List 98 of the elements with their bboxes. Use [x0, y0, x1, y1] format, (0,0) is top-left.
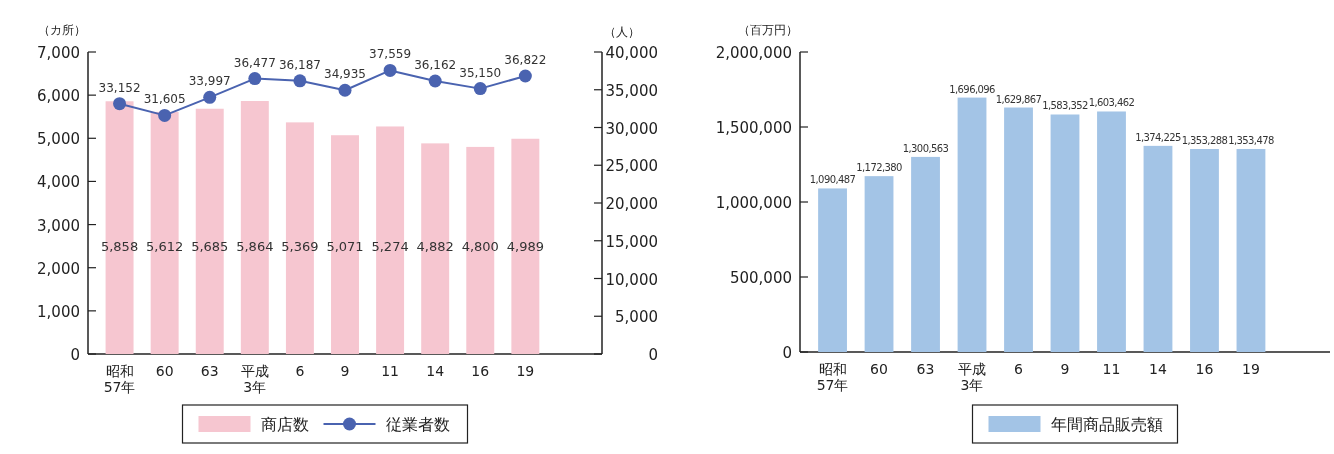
legend-label: 従業者数 — [385, 415, 450, 434]
y2-tick-label: 5,000 — [615, 308, 658, 327]
data-label: 36,162 — [414, 57, 457, 72]
y2-tick-label: 25,000 — [605, 157, 658, 176]
bar — [1050, 114, 1080, 352]
x-tick-label: 11 — [1102, 361, 1121, 377]
bar — [1143, 145, 1173, 352]
y-tick-label: 0 — [70, 346, 80, 364]
y-tick-label: 3,000 — [37, 216, 80, 235]
y2-tick-label: 40,000 — [605, 44, 658, 62]
y2-tick-label: 0 — [648, 346, 658, 364]
data-label: 5,274 — [371, 239, 409, 254]
y2-tick-label: 10,000 — [605, 270, 658, 289]
x-tick-label: 昭和 57年 — [103, 363, 136, 396]
x-tick-label: 16 — [1195, 361, 1214, 377]
legend-label: 年間商品販売額 — [1050, 415, 1163, 434]
bar — [911, 156, 940, 352]
y2-tick-label: 20,000 — [605, 195, 658, 213]
y-tick-label: 1,000,000 — [715, 194, 792, 212]
point — [518, 69, 532, 83]
data-label: 5,369 — [281, 239, 319, 254]
point — [338, 83, 352, 97]
y-tick-label: 0 — [782, 344, 792, 362]
y-tick-label: 5,000 — [37, 130, 80, 149]
bar — [1097, 111, 1126, 352]
data-label: 1,353,288 — [1181, 135, 1228, 147]
data-label: 36,822 — [504, 52, 547, 67]
data-label: 33,997 — [188, 74, 231, 89]
x-tick-label: 昭和 57年 — [816, 361, 849, 394]
data-label: 4,989 — [506, 239, 544, 254]
data-label: 5,864 — [236, 239, 274, 254]
data-label: 5,685 — [191, 239, 229, 254]
x-tick-label: 60 — [155, 363, 174, 379]
data-label: 36,477 — [233, 55, 276, 70]
data-label: 5,858 — [100, 239, 139, 254]
y-tick-label: 4,000 — [37, 173, 80, 192]
data-label: 4,882 — [416, 239, 454, 254]
x-tick-label: 14 — [426, 363, 445, 379]
x-tick-label: 6 — [1014, 361, 1024, 377]
data-label: 36,187 — [278, 57, 321, 72]
y-tick-label: 500,000 — [729, 269, 792, 287]
data-label: 5,071 — [326, 239, 364, 254]
x-tick-label: 19 — [1242, 361, 1260, 377]
data-label: 33,152 — [98, 80, 141, 95]
x-tick-label: 14 — [1149, 361, 1167, 377]
y-tick-label: 6,000 — [37, 87, 80, 106]
x-tick-label: 63 — [200, 363, 219, 379]
y2-tick-label: 15,000 — [605, 232, 658, 251]
y-tick-label: 7,000 — [37, 44, 80, 62]
y-axis-title: （百万円） — [738, 23, 798, 37]
x-tick-label: 9 — [340, 363, 350, 379]
bar — [1190, 149, 1219, 352]
data-label: 1,583,352 — [1042, 100, 1088, 112]
x-tick-label: 9 — [1060, 361, 1070, 377]
point — [428, 74, 442, 88]
data-label: 1,172,380 — [856, 162, 903, 174]
y-axis-title: （カ所） — [38, 23, 86, 37]
data-label: 1,374,225 — [1135, 131, 1181, 143]
data-label: 31,605 — [143, 92, 186, 107]
data-label: 35,150 — [459, 65, 502, 80]
point — [158, 108, 172, 122]
bar — [818, 188, 847, 352]
y-tick-label: 1,500,000 — [715, 119, 792, 137]
y-tick-label: 1,000 — [37, 302, 80, 321]
data-label: 37,559 — [369, 47, 412, 62]
legend-label: 商店数 — [260, 415, 309, 434]
data-label: 5,612 — [146, 239, 184, 254]
data-label: 1,300,563 — [902, 142, 949, 154]
data-label: 4,800 — [461, 239, 499, 254]
x-tick-label: 16 — [471, 363, 490, 379]
point — [473, 82, 487, 96]
y2-tick-label: 30,000 — [605, 119, 658, 138]
data-label: 1,696,096 — [949, 83, 995, 95]
y-tick-label: 2,000 — [37, 259, 80, 278]
data-label: 1,090,487 — [809, 174, 856, 186]
y2-tick-label: 35,000 — [605, 81, 658, 100]
y2-axis-title: （人） — [604, 25, 640, 39]
data-label: 1,629,867 — [995, 93, 1042, 105]
point — [383, 63, 397, 77]
x-tick-label: 19 — [516, 363, 535, 379]
point — [113, 97, 127, 111]
x-tick-label: 63 — [916, 361, 935, 377]
point — [203, 90, 217, 104]
data-label: 1,353,478 — [1228, 134, 1274, 146]
bar — [1004, 107, 1033, 352]
data-label: 1,603,462 — [1088, 97, 1135, 109]
x-tick-label: 60 — [870, 361, 888, 377]
bar — [957, 97, 987, 352]
bar — [864, 176, 894, 352]
x-tick-label: 11 — [381, 363, 399, 379]
data-label: 34,935 — [324, 67, 366, 82]
x-tick-label: 平成 3年 — [240, 363, 269, 396]
point — [248, 72, 262, 86]
x-tick-label: 6 — [295, 363, 305, 379]
point — [293, 74, 307, 88]
bar — [1236, 148, 1266, 352]
x-tick-label: 平成 3年 — [958, 361, 987, 394]
y-tick-label: 2,000,000 — [715, 44, 792, 62]
